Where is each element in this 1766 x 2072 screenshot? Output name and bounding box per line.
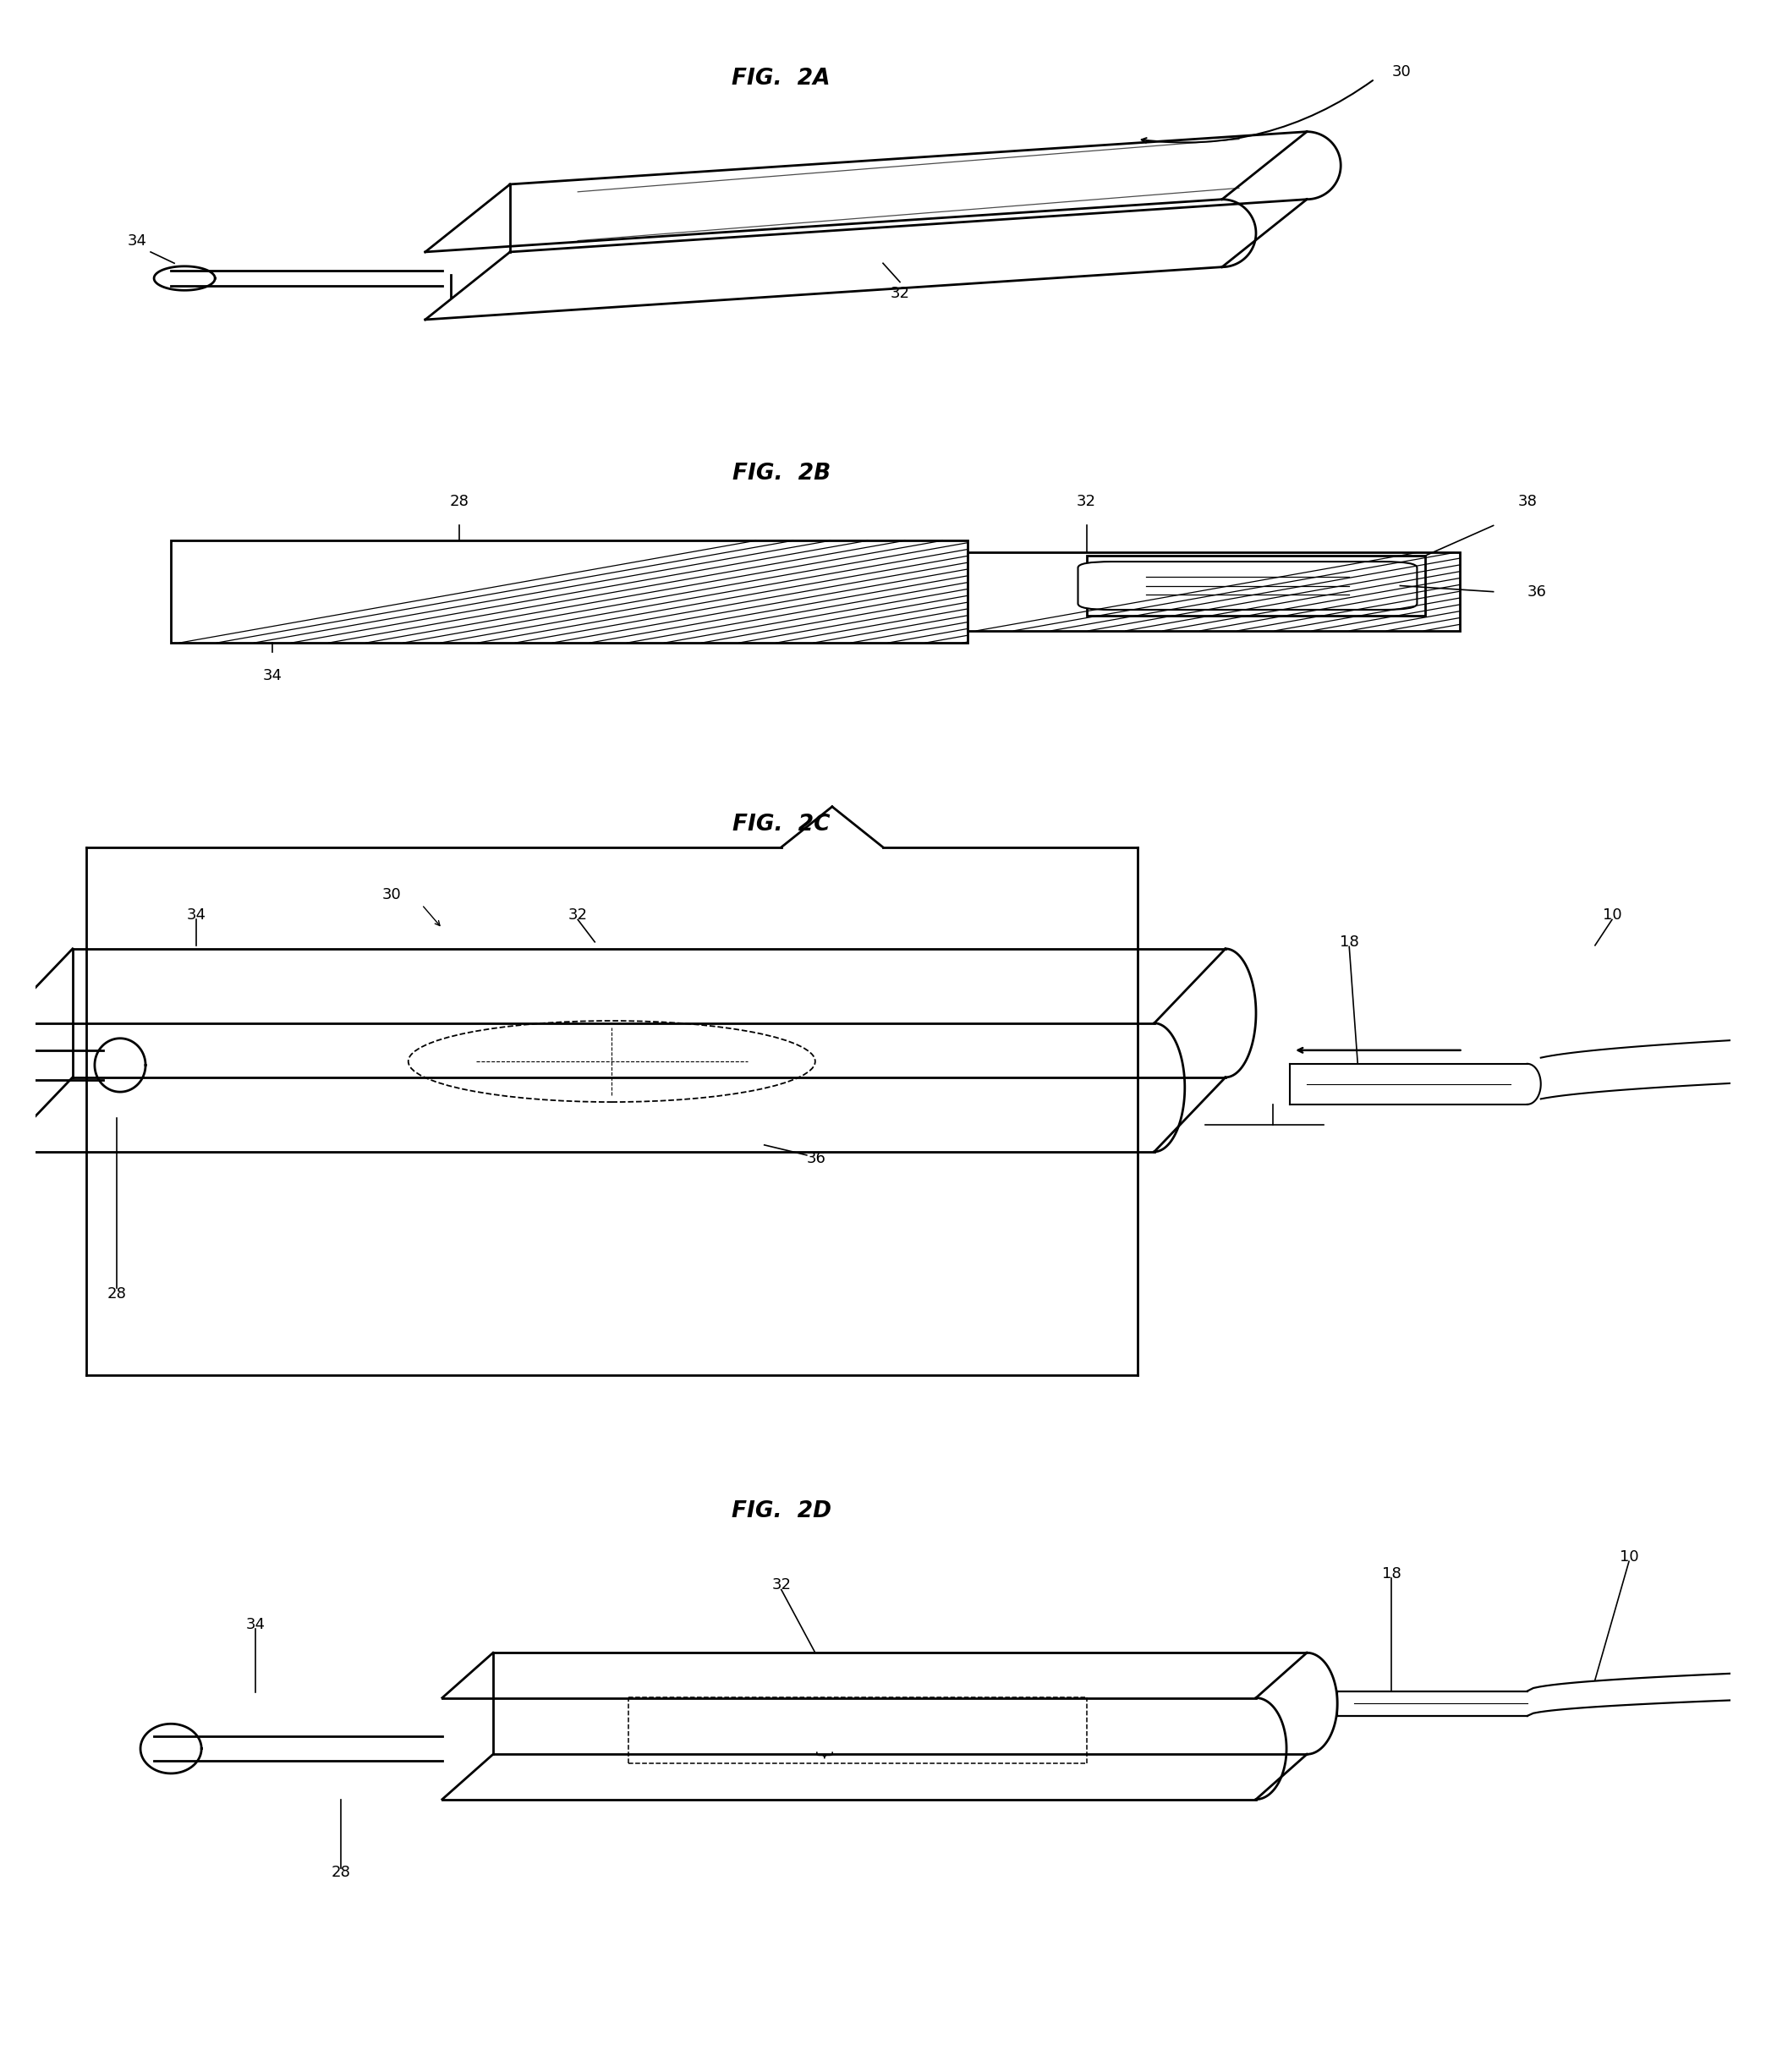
Text: FIG.  2D: FIG. 2D bbox=[731, 1500, 832, 1523]
Text: 28: 28 bbox=[108, 1287, 127, 1301]
Text: 38: 38 bbox=[1517, 493, 1536, 510]
Text: 28: 28 bbox=[450, 493, 468, 510]
Text: 36: 36 bbox=[807, 1150, 826, 1167]
Text: 36: 36 bbox=[1528, 584, 1547, 599]
Text: 34: 34 bbox=[263, 669, 283, 684]
FancyBboxPatch shape bbox=[1077, 562, 1416, 609]
Text: 18: 18 bbox=[1340, 934, 1358, 949]
Text: 32: 32 bbox=[1077, 493, 1097, 510]
Text: {: { bbox=[816, 1747, 832, 1757]
Bar bbox=[968, 553, 1459, 630]
Text: 30: 30 bbox=[1392, 64, 1411, 79]
Bar bbox=[171, 541, 968, 642]
Text: 32: 32 bbox=[890, 286, 909, 300]
Text: 32: 32 bbox=[772, 1577, 791, 1593]
Text: 34: 34 bbox=[127, 232, 147, 249]
Text: FIG.  2A: FIG. 2A bbox=[733, 68, 830, 89]
Text: FIG.  2C: FIG. 2C bbox=[733, 814, 830, 835]
Text: 28: 28 bbox=[330, 1865, 350, 1879]
Text: 32: 32 bbox=[569, 908, 588, 922]
Text: 10: 10 bbox=[1619, 1550, 1639, 1564]
Text: FIG.  2B: FIG. 2B bbox=[733, 462, 830, 485]
Text: 18: 18 bbox=[1383, 1566, 1400, 1581]
Text: 34: 34 bbox=[245, 1616, 265, 1633]
Text: 34: 34 bbox=[187, 908, 207, 922]
Text: 30: 30 bbox=[381, 887, 401, 901]
Bar bbox=[1086, 555, 1425, 615]
Text: 10: 10 bbox=[1602, 908, 1621, 922]
